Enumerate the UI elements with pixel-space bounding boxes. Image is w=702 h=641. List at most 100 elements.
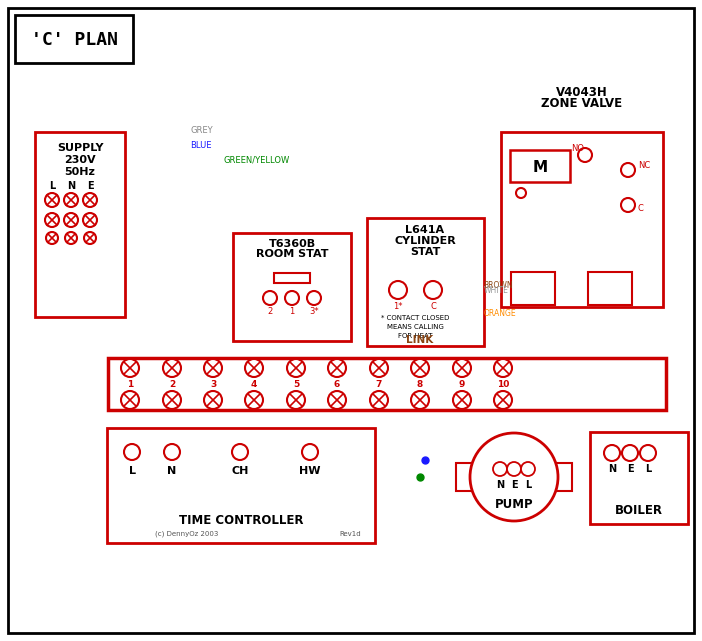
Bar — [456, 463, 472, 491]
Circle shape — [164, 444, 180, 460]
Circle shape — [453, 391, 471, 409]
Text: N: N — [608, 464, 616, 474]
Circle shape — [121, 391, 139, 409]
Text: GREY: GREY — [190, 126, 213, 135]
Circle shape — [307, 291, 321, 305]
Text: 3: 3 — [210, 379, 216, 388]
Circle shape — [64, 213, 78, 227]
Circle shape — [45, 213, 59, 227]
Circle shape — [604, 445, 620, 461]
Text: L: L — [49, 181, 55, 191]
Bar — [511, 272, 555, 305]
Text: 4: 4 — [251, 379, 257, 388]
Circle shape — [328, 359, 346, 377]
Circle shape — [493, 462, 507, 476]
Text: (c) DennyOz 2003: (c) DennyOz 2003 — [155, 531, 218, 537]
Text: BOILER: BOILER — [615, 503, 663, 517]
Circle shape — [285, 291, 299, 305]
Text: E: E — [86, 181, 93, 191]
Text: * CONTACT CLOSED: * CONTACT CLOSED — [380, 315, 449, 321]
Text: PUMP: PUMP — [495, 499, 534, 512]
Text: 50Hz: 50Hz — [65, 167, 95, 177]
Text: SUPPLY: SUPPLY — [57, 143, 103, 153]
Text: L: L — [645, 464, 651, 474]
Text: 10: 10 — [497, 379, 509, 388]
Text: 1*: 1* — [393, 301, 403, 310]
Text: 230V: 230V — [64, 155, 95, 165]
Text: STAT: STAT — [410, 247, 440, 257]
Text: 3*: 3* — [309, 306, 319, 315]
Text: V4043H: V4043H — [556, 85, 608, 99]
Circle shape — [245, 359, 263, 377]
Text: Rev1d: Rev1d — [339, 531, 361, 537]
Circle shape — [45, 193, 59, 207]
Text: 'C' PLAN: 'C' PLAN — [30, 31, 117, 49]
Circle shape — [65, 232, 77, 244]
Text: ROOM STAT: ROOM STAT — [256, 249, 329, 259]
Text: 2: 2 — [169, 379, 175, 388]
Text: MEANS CALLING: MEANS CALLING — [387, 324, 444, 330]
Text: L: L — [525, 480, 531, 490]
Circle shape — [521, 462, 535, 476]
Bar — [35, 132, 125, 317]
Circle shape — [204, 391, 222, 409]
Text: 7: 7 — [376, 379, 382, 388]
Text: CH: CH — [232, 466, 249, 476]
Text: T6360B: T6360B — [268, 239, 316, 249]
Circle shape — [516, 188, 526, 198]
Text: GREEN/YELLOW: GREEN/YELLOW — [223, 156, 289, 165]
Circle shape — [83, 213, 97, 227]
Text: N: N — [67, 181, 75, 191]
Bar — [510, 150, 570, 182]
Circle shape — [124, 444, 140, 460]
Bar — [108, 358, 666, 410]
Text: ORANGE: ORANGE — [484, 308, 517, 317]
Text: TIME CONTROLLER: TIME CONTROLLER — [179, 513, 303, 526]
Circle shape — [507, 462, 521, 476]
Bar — [501, 132, 663, 307]
Circle shape — [163, 359, 181, 377]
Text: C: C — [430, 301, 436, 310]
Bar — [590, 432, 688, 524]
Text: M: M — [532, 160, 548, 174]
Bar — [274, 273, 310, 283]
Bar — [15, 15, 133, 63]
Text: 1: 1 — [289, 306, 295, 315]
Circle shape — [46, 232, 58, 244]
Bar — [233, 233, 351, 341]
Text: 9: 9 — [459, 379, 465, 388]
Circle shape — [578, 148, 592, 162]
Circle shape — [470, 433, 558, 521]
Text: 6: 6 — [334, 379, 340, 388]
Circle shape — [287, 391, 305, 409]
Text: E: E — [627, 464, 633, 474]
Text: N: N — [496, 480, 504, 490]
Bar — [588, 272, 632, 305]
Circle shape — [263, 291, 277, 305]
Circle shape — [621, 163, 635, 177]
Text: L641A: L641A — [406, 225, 444, 235]
Circle shape — [328, 391, 346, 409]
Text: CYLINDER: CYLINDER — [394, 236, 456, 246]
Circle shape — [163, 391, 181, 409]
Text: BROWN: BROWN — [483, 281, 512, 290]
Circle shape — [84, 232, 96, 244]
Circle shape — [64, 193, 78, 207]
Circle shape — [121, 359, 139, 377]
Text: 2: 2 — [267, 306, 272, 315]
Text: E: E — [510, 480, 517, 490]
Bar — [107, 428, 375, 543]
Circle shape — [411, 391, 429, 409]
Text: N: N — [167, 466, 177, 476]
Bar — [367, 218, 484, 346]
Circle shape — [232, 444, 248, 460]
Circle shape — [370, 359, 388, 377]
Circle shape — [287, 359, 305, 377]
Circle shape — [621, 198, 635, 212]
Text: HW: HW — [299, 466, 321, 476]
Text: NO: NO — [571, 144, 585, 153]
Text: 5: 5 — [293, 379, 299, 388]
Text: L: L — [128, 466, 135, 476]
Circle shape — [302, 444, 318, 460]
Bar — [556, 463, 572, 491]
